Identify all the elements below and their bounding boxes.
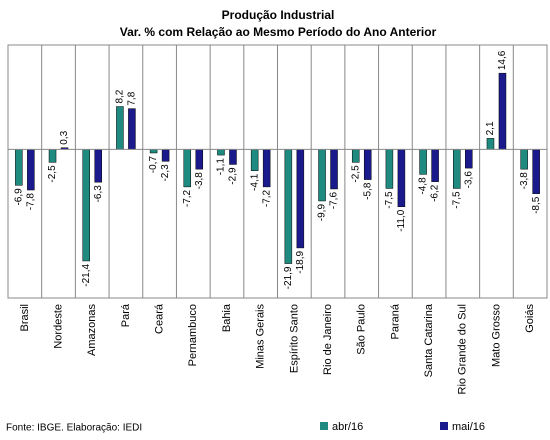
bar — [296, 149, 305, 249]
x-tick-label: Paraná — [389, 303, 401, 339]
value-label: -6,3 — [93, 185, 104, 203]
bar — [27, 149, 35, 191]
value-label: -7,8 — [25, 193, 36, 211]
x-tick-label: Brasil — [19, 304, 31, 332]
value-label: -2,3 — [160, 164, 171, 182]
x-tick-label: Bahia — [221, 303, 233, 332]
value-label: -1,1 — [216, 158, 227, 176]
x-tick-label: Espírito Santo — [288, 304, 300, 373]
value-label: -3,6 — [463, 171, 474, 189]
bar — [149, 149, 158, 154]
bar — [82, 149, 90, 262]
value-label: 2,1 — [485, 121, 496, 135]
value-label: -7,5 — [451, 191, 462, 209]
bar — [195, 149, 204, 170]
value-label: -21,9 — [283, 266, 294, 289]
value-label: -7,2 — [261, 189, 272, 207]
value-label: 14,6 — [497, 50, 508, 70]
value-label: -4,8 — [418, 177, 429, 195]
value-label: -3,8 — [194, 172, 205, 190]
bar — [520, 149, 528, 170]
x-tick-label: São Paulo — [356, 304, 368, 355]
x-tick-label: Pará — [120, 303, 132, 327]
value-label: -2,5 — [350, 165, 361, 183]
bar — [250, 149, 259, 171]
value-label: -5,8 — [362, 182, 373, 200]
value-label: -7,5 — [384, 191, 395, 209]
x-tick-label: Minas Gerais — [255, 304, 267, 369]
bar — [128, 108, 136, 150]
bar — [465, 149, 473, 169]
legend-label: abr/16 — [332, 421, 363, 433]
bar — [284, 149, 293, 264]
bar — [94, 149, 102, 183]
x-tick-label: Nordeste — [52, 304, 64, 349]
value-label: -0,7 — [148, 156, 159, 174]
x-tick-label: Santa Catarina — [423, 303, 435, 377]
bar — [498, 72, 507, 150]
bar — [486, 138, 495, 150]
bar — [532, 149, 540, 194]
x-tick-label: Rio de Janeiro — [322, 304, 334, 375]
value-label: -3,8 — [519, 172, 530, 190]
x-tick-label: Ceará — [154, 303, 166, 334]
x-tick-label: Pernambuco — [187, 304, 199, 366]
bar — [48, 149, 57, 163]
bar — [419, 149, 427, 175]
bar — [351, 149, 360, 163]
x-tick-label: Goiás — [524, 304, 536, 333]
bar — [431, 149, 439, 182]
bar — [217, 149, 225, 156]
value-label: -18,9 — [295, 250, 306, 273]
value-label: -2,5 — [47, 165, 58, 183]
value-label: 0,3 — [59, 130, 70, 144]
bar — [385, 149, 394, 189]
value-label: -21,4 — [81, 264, 92, 287]
legend-swatch — [320, 422, 328, 430]
bar — [363, 149, 372, 180]
source: Fonte: IBGE. Elaboração: IEDI — [6, 423, 142, 434]
chart-title: Produção Industrial — [222, 8, 335, 22]
value-label: -6,2 — [430, 184, 441, 202]
value-label: -2,9 — [228, 167, 239, 185]
value-label: -7,6 — [329, 192, 340, 210]
bar — [116, 106, 124, 150]
value-label: 8,2 — [115, 89, 126, 103]
bar — [453, 149, 461, 189]
bar — [229, 149, 237, 165]
value-label: -4,1 — [249, 173, 260, 191]
bar — [262, 149, 271, 188]
legend-swatch — [440, 422, 448, 430]
x-tick-label: Amazonas — [86, 304, 98, 356]
legend-label: mai/16 — [452, 421, 485, 433]
value-label: -9,9 — [317, 204, 328, 222]
value-label: -8,5 — [531, 196, 542, 214]
value-label: -6,9 — [13, 188, 24, 206]
chart-subtitle: Var. % com Relação ao Mesmo Período do A… — [120, 25, 437, 39]
value-label: -7,2 — [182, 189, 193, 207]
value-label: 7,8 — [127, 91, 138, 105]
value-label: -11,0 — [396, 209, 407, 231]
x-tick-label: Mato Grosso — [490, 304, 502, 367]
bar — [330, 149, 338, 190]
bar — [318, 149, 326, 202]
bar — [161, 149, 170, 162]
x-tick-label: Rio Grande do Sul — [457, 304, 469, 395]
bar — [397, 149, 406, 207]
bar — [183, 149, 192, 188]
bar — [15, 149, 23, 186]
